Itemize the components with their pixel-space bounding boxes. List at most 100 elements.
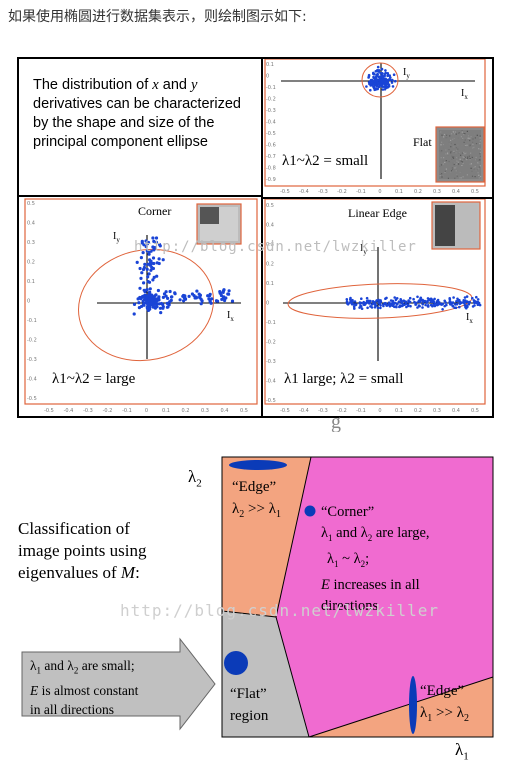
corner-point xyxy=(227,292,231,296)
flat-noise-pixel xyxy=(442,175,444,177)
flat-x-tick: 0.3 xyxy=(433,189,441,195)
corner-point xyxy=(230,299,235,303)
flat-noise-pixel xyxy=(457,132,459,134)
flat-noise-pixel xyxy=(444,161,446,163)
corner-point xyxy=(166,296,170,300)
flat-noise-pixel xyxy=(476,169,479,171)
flat-noise-pixel xyxy=(455,133,457,135)
flat-noise-pixel xyxy=(463,153,465,155)
flat-point xyxy=(365,85,368,88)
flat-noise-pixel xyxy=(466,144,468,146)
flat-point xyxy=(373,88,376,92)
edge-point xyxy=(436,298,440,302)
flat-noise-pixel xyxy=(469,145,471,147)
edge-x-tick: 0.5 xyxy=(471,408,479,414)
corner-point xyxy=(142,243,146,247)
flat-noise-pixel xyxy=(450,152,452,154)
corner-point xyxy=(137,306,141,310)
corner-point xyxy=(147,280,152,284)
edge-point xyxy=(406,303,410,306)
flat-point xyxy=(386,81,390,85)
flat-noise-pixel xyxy=(449,135,451,137)
flat-noise-pixel xyxy=(461,161,464,163)
flat-noise-pixel xyxy=(446,137,448,139)
corner-point xyxy=(223,296,227,300)
edge-point xyxy=(478,303,482,307)
flat-noise-pixel xyxy=(471,170,473,172)
flat-noise-pixel xyxy=(447,177,449,179)
flat-noise-pixel xyxy=(450,139,452,141)
edge-point xyxy=(391,301,394,304)
corner-point xyxy=(142,288,146,292)
corner-point xyxy=(152,275,156,279)
corner-point xyxy=(164,294,168,298)
flat-noise-pixel xyxy=(466,156,469,158)
edge-point xyxy=(362,300,365,304)
edge-point xyxy=(404,300,407,303)
flat-noise-pixel xyxy=(447,152,449,154)
edge-top-ellipse xyxy=(229,460,287,470)
edge-x-tick: 0.1 xyxy=(395,408,403,414)
flat-noise-pixel xyxy=(460,160,462,162)
edge-point xyxy=(464,305,467,309)
corner-y-tick: -0.5 xyxy=(27,396,37,402)
corner-point xyxy=(158,306,162,310)
flat-noise-pixel xyxy=(464,133,466,135)
flat-x-tick: 0.4 xyxy=(452,189,460,195)
corner-point xyxy=(154,240,159,244)
flat-point xyxy=(379,71,382,75)
flat-point xyxy=(389,76,392,79)
flat-noise-pixel xyxy=(455,163,458,165)
flat-noise-pixel xyxy=(469,137,471,139)
flat-noise-pixel xyxy=(453,146,455,148)
flat-noise-pixel xyxy=(450,142,452,145)
flat-point xyxy=(390,81,394,84)
flat-noise-pixel xyxy=(470,136,472,138)
edge-point xyxy=(448,297,451,300)
flat-point xyxy=(369,88,372,92)
flat-noise-pixel xyxy=(453,156,455,158)
flat-noise-pixel xyxy=(448,160,450,163)
flat-noise-pixel xyxy=(478,148,480,150)
edge-y-tick: 0 xyxy=(266,301,269,307)
corner-point xyxy=(152,248,156,252)
edge-point xyxy=(388,304,392,308)
corner-y-tick: 0.5 xyxy=(27,201,35,207)
edge-point xyxy=(476,303,480,306)
flat-noise-pixel xyxy=(461,138,463,140)
flat-noise-pixel xyxy=(449,143,451,145)
flat-point xyxy=(391,85,395,88)
flat-noise-pixel xyxy=(463,149,465,151)
edge-point xyxy=(404,302,408,306)
flat-point xyxy=(373,72,376,76)
corner-point xyxy=(198,295,202,299)
edge-point xyxy=(405,305,408,309)
corner-point xyxy=(147,291,151,295)
edge-point xyxy=(379,300,382,304)
flat-noise-pixel xyxy=(479,148,481,150)
flat-noise-pixel xyxy=(458,132,460,134)
flat-noise-pixel xyxy=(455,152,457,154)
flat-noise-pixel xyxy=(445,153,447,155)
flat-point xyxy=(380,68,384,71)
corner-point xyxy=(145,300,149,304)
flat-point xyxy=(372,85,375,89)
edge-x-tick: 0.3 xyxy=(433,408,441,414)
flat-noise-pixel xyxy=(440,164,443,166)
flat-noise-pixel xyxy=(466,174,468,176)
flat-noise-pixel xyxy=(450,150,452,153)
flat-point xyxy=(385,85,388,88)
corner-point xyxy=(145,267,149,271)
flat-noise-pixel xyxy=(462,162,464,164)
flat-noise-pixel xyxy=(467,137,469,139)
edge-point xyxy=(398,305,402,308)
corner-point xyxy=(146,275,150,279)
edge-y-tick: 0.5 xyxy=(266,203,274,209)
flat-noise-pixel xyxy=(443,136,445,138)
edge-y-tick: -0.3 xyxy=(266,359,276,365)
corner-x-tick: -0.5 xyxy=(44,408,54,414)
flat-noise-pixel xyxy=(458,163,460,165)
edge-point xyxy=(373,306,377,309)
flat-noise-pixel xyxy=(443,157,445,159)
edge-y-tick: 0.4 xyxy=(266,223,274,229)
